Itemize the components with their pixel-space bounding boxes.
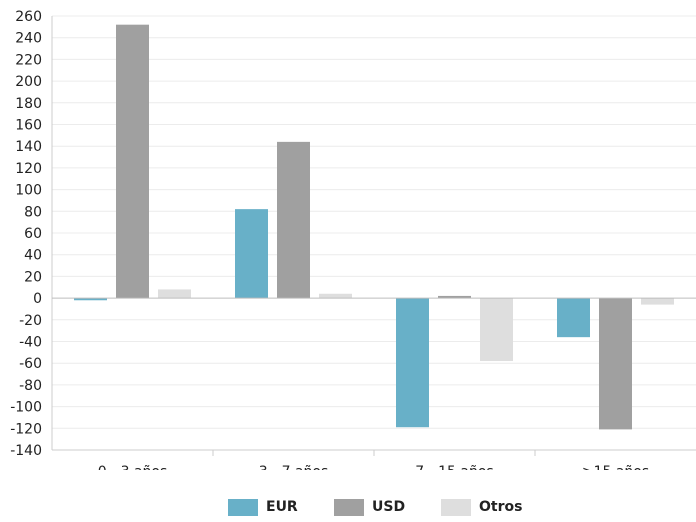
legend-label-otros: Otros xyxy=(479,499,523,515)
bars xyxy=(74,24,674,430)
bar-usd xyxy=(277,141,310,299)
y-tick-label: 40 xyxy=(24,248,42,264)
y-tick-label: 180 xyxy=(15,96,42,112)
y-axis-tick-labels: -140 -120 -100 -80 -60 -40 -20 0 20 40 60 80 100 120 1… xyxy=(10,9,42,459)
bar-otros xyxy=(158,289,191,299)
bar-otros xyxy=(641,298,674,305)
bar-usd xyxy=(116,24,149,299)
legend-swatch-otros xyxy=(441,498,471,516)
y-tick-label: -120 xyxy=(10,421,42,437)
y-tick-label: -100 xyxy=(10,400,42,416)
y-tick-label: 20 xyxy=(24,269,42,285)
y-tick-label: -40 xyxy=(19,335,42,351)
legend-item-eur: EUR xyxy=(228,496,298,518)
bar-otros xyxy=(319,293,352,299)
y-tick-label: -20 xyxy=(19,313,42,329)
y-tick-label: -80 xyxy=(19,378,42,394)
grid-lines xyxy=(52,15,696,451)
y-tick-label: 220 xyxy=(15,52,42,68)
bar-eur xyxy=(74,298,107,301)
bar-usd xyxy=(438,295,471,299)
y-tick-label: -140 xyxy=(10,443,42,459)
legend-item-otros: Otros xyxy=(441,496,522,518)
bar-chart: -140 -120 -100 -80 -60 -40 -20 0 20 40 60 80 100 120 1… xyxy=(10,9,696,470)
legend-item-usd: USD xyxy=(334,496,405,518)
bar-eur xyxy=(557,298,590,338)
y-tick-label: -60 xyxy=(19,356,42,372)
y-tick-label: 80 xyxy=(24,204,42,220)
y-tick-label: 60 xyxy=(24,226,42,242)
y-tick-label: 140 xyxy=(15,139,42,155)
y-tick-label: 0 xyxy=(33,291,42,307)
x-axis-tick-labels: 0 - 3 años 3 - 7 años 7 - 15 años >15 años xyxy=(98,464,649,470)
x-tick-label: >15 años xyxy=(582,464,649,470)
bar-otros xyxy=(480,298,513,362)
x-tick-label: 3 - 7 años xyxy=(259,464,329,470)
bar-usd xyxy=(599,298,632,430)
legend-swatch-usd xyxy=(334,498,364,516)
x-tick-label: 0 - 3 años xyxy=(98,464,168,470)
bar-eur xyxy=(235,209,268,299)
legend-swatch-eur xyxy=(228,498,258,516)
legend-label-usd: USD xyxy=(372,499,406,515)
y-tick-label: 100 xyxy=(15,183,42,199)
legend-label-eur: EUR xyxy=(266,499,298,515)
y-tick-label: 200 xyxy=(15,74,42,90)
x-tick-label: 7 - 15 años xyxy=(415,464,493,470)
legend: EUR USD Otros xyxy=(0,496,696,522)
bar-eur xyxy=(396,298,429,428)
axes xyxy=(51,16,696,456)
y-tick-label: 260 xyxy=(15,9,42,25)
y-tick-label: 240 xyxy=(15,31,42,47)
y-tick-label: 160 xyxy=(15,118,42,134)
y-tick-label: 120 xyxy=(15,161,42,177)
